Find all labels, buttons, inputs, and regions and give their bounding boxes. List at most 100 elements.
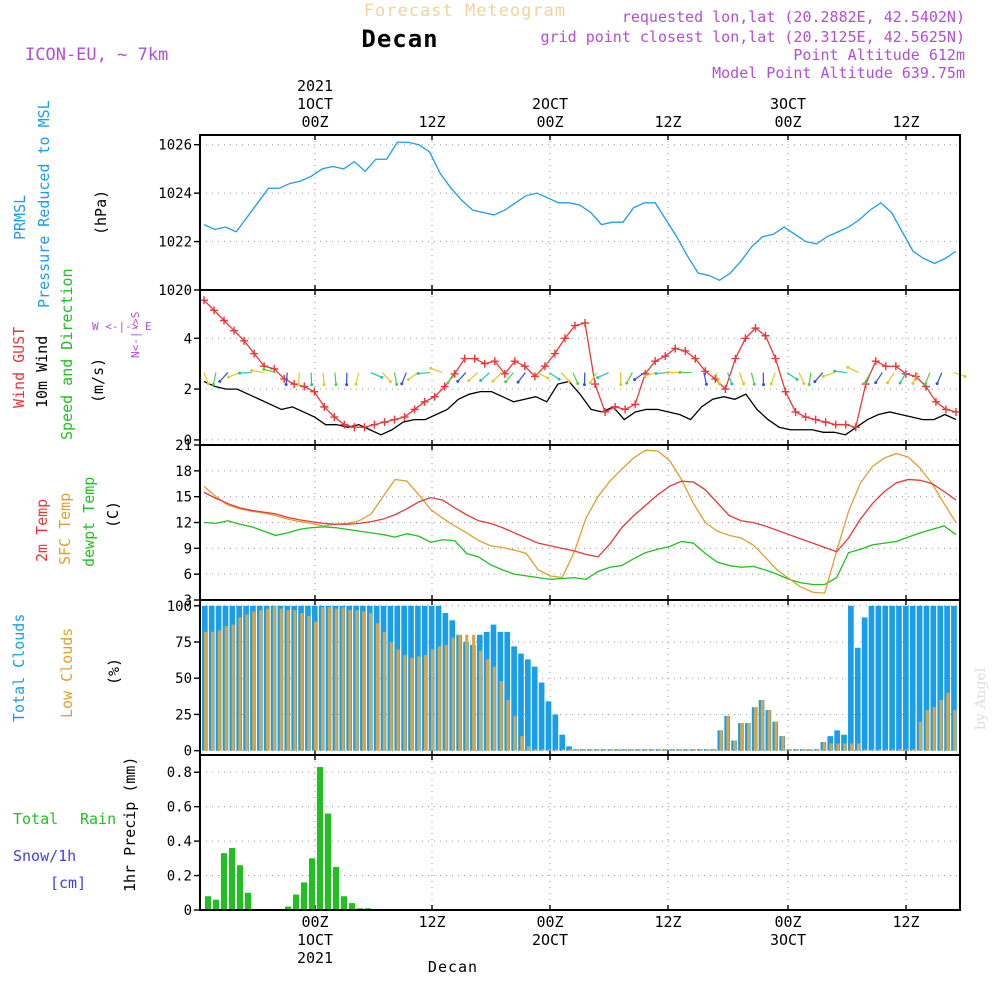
wind-arrow xyxy=(492,372,502,382)
wind-arrow-head xyxy=(406,377,410,381)
low-clouds-bar xyxy=(767,710,771,751)
time-label-top: 3OCT xyxy=(770,95,806,113)
gust-line-marker xyxy=(671,344,680,353)
wind-arrow-head xyxy=(557,377,561,381)
wind-arrow xyxy=(808,372,812,385)
gust-line-marker xyxy=(230,326,239,335)
time-label-bottom: 2021 xyxy=(297,949,333,967)
y-tick-label: 1020 xyxy=(158,283,192,299)
total-clouds-bar xyxy=(909,605,916,751)
wind-arrow xyxy=(382,372,391,382)
rain-bar xyxy=(325,813,331,910)
y-tick-label: 1026 xyxy=(158,138,192,154)
wind-arrow xyxy=(899,372,907,384)
total-clouds-bar xyxy=(923,605,930,751)
rain-bar xyxy=(205,896,211,910)
y-tick-label: 0 xyxy=(184,744,192,760)
total-clouds-bar xyxy=(937,605,944,751)
gust-line-marker xyxy=(581,319,590,328)
y-tick-label: 1022 xyxy=(158,235,192,251)
time-label-top: 00Z xyxy=(301,113,328,131)
total-clouds-bar xyxy=(848,605,854,751)
wind-arrow-head xyxy=(567,379,571,383)
gust-line-marker xyxy=(761,331,770,340)
wind-arrow xyxy=(589,372,598,384)
wind-arrow-head xyxy=(963,374,967,378)
low-clouds-bar xyxy=(685,749,689,751)
wind-arrow-head xyxy=(625,381,629,385)
panel-frame xyxy=(199,754,961,911)
temp2m-label: 2m Temp xyxy=(33,499,51,562)
low-clouds-bar xyxy=(568,749,572,751)
low-clouds-bar xyxy=(616,749,620,751)
y-tick-label: 3 xyxy=(184,593,192,609)
gust-line-marker xyxy=(560,334,569,343)
total-clouds-bar xyxy=(559,734,566,751)
low-clouds-bar xyxy=(650,749,654,751)
low-clouds-bar xyxy=(217,630,221,751)
low-clouds-bar xyxy=(719,730,723,751)
wind-arrow xyxy=(334,372,337,385)
wind-arrow-head xyxy=(619,383,623,387)
y-tick-label: 0.4 xyxy=(167,834,192,850)
gust-line-marker xyxy=(661,352,670,361)
wind-arrow xyxy=(322,372,325,385)
wind-arrow xyxy=(536,372,549,379)
gust-line xyxy=(203,299,957,429)
gust-line-marker xyxy=(611,402,620,411)
low-clouds-bar xyxy=(210,631,215,751)
wind-arrow-head xyxy=(769,382,773,386)
low-clouds-bar xyxy=(252,611,256,751)
wind-arrow-head xyxy=(813,380,817,384)
y-tick-label: 1024 xyxy=(158,186,192,202)
wind-arrow xyxy=(912,372,919,384)
low-clouds-bar xyxy=(671,749,675,751)
low-clouds-bar xyxy=(863,749,867,751)
gust-line-marker xyxy=(931,397,940,406)
wind-arrow xyxy=(370,372,382,378)
dewpt-label: dewpt Temp xyxy=(80,477,98,567)
panel-3: 0 25 50 75 100 xyxy=(167,599,960,760)
panel-frame xyxy=(199,134,961,291)
wind-arrow-head xyxy=(654,372,658,376)
temp2m-line xyxy=(203,478,957,558)
wind-arrow-head xyxy=(479,379,483,383)
low-clouds-bar xyxy=(314,621,318,751)
total-clouds-bar xyxy=(841,734,847,751)
wind-arrow-head xyxy=(596,376,600,380)
wind-arrow-head xyxy=(846,365,850,369)
model-label: ICON-EU, ~ 7km xyxy=(25,45,168,65)
low-clouds-bar xyxy=(795,749,799,751)
gust-line-marker xyxy=(410,405,419,414)
low-clouds-bar xyxy=(925,710,929,751)
pressure-line xyxy=(203,141,957,282)
wind-arrow-head xyxy=(643,374,647,378)
low-clouds-bar xyxy=(300,613,304,751)
gust-line-marker xyxy=(601,407,610,416)
wind-arrow-head xyxy=(400,382,404,386)
rain-bar xyxy=(285,906,291,910)
time-label-bottom: 3OCT xyxy=(770,931,806,949)
wind-arrow xyxy=(203,372,209,384)
total-clouds-bar xyxy=(882,605,889,751)
low-clouds-bar xyxy=(554,749,558,751)
snow-cm-label: [cm] xyxy=(50,874,86,892)
low-clouds-bar xyxy=(382,631,386,751)
rain-bar xyxy=(221,853,227,910)
low-clouds-bar xyxy=(369,613,373,751)
time-label-top: 00Z xyxy=(774,113,801,131)
wind-arrow-head xyxy=(666,370,670,374)
low-clouds-bar xyxy=(533,749,538,751)
compass-ns: N<-|->S xyxy=(129,312,142,358)
panel-2: 3 6 9 12 15 18 21 xyxy=(175,438,960,609)
gust-line-marker xyxy=(390,415,399,424)
rain-bar xyxy=(301,882,307,910)
wind-arrow xyxy=(298,372,300,385)
wind-arrow xyxy=(823,372,835,377)
low-clouds-bar xyxy=(588,749,593,751)
y-tick-label: 12 xyxy=(175,516,192,532)
wind-arrow-head xyxy=(238,371,242,375)
low-clouds-bar xyxy=(492,666,496,751)
wind-arrow-head xyxy=(935,382,939,386)
wind-arrow xyxy=(219,372,229,382)
